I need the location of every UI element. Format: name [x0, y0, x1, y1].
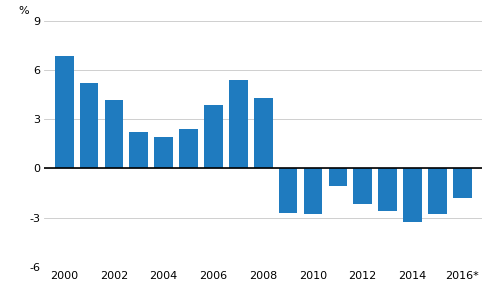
Bar — [453, 168, 472, 198]
Bar — [179, 129, 198, 168]
Bar — [129, 132, 148, 168]
Bar — [204, 105, 223, 168]
Bar — [378, 168, 397, 211]
Bar — [229, 80, 247, 168]
Bar — [304, 168, 322, 214]
Bar — [80, 83, 98, 168]
Bar — [353, 168, 372, 205]
Bar — [329, 168, 347, 186]
Text: %: % — [18, 6, 29, 16]
Bar — [105, 100, 123, 168]
Bar — [403, 168, 422, 222]
Bar — [279, 168, 298, 213]
Bar — [254, 98, 273, 168]
Bar — [55, 55, 73, 168]
Bar — [428, 168, 447, 214]
Bar — [154, 137, 173, 168]
